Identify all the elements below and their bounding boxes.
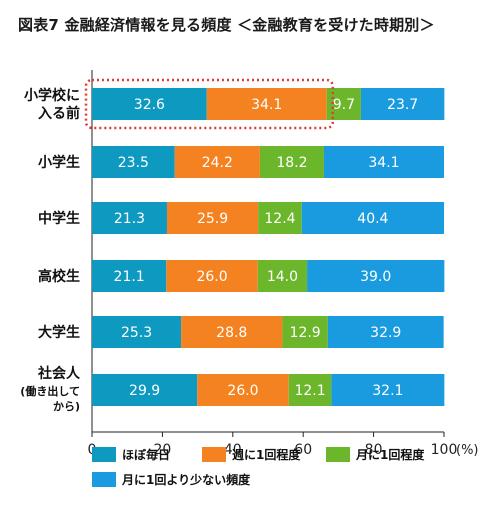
data-label: 29.9: [129, 383, 160, 399]
highlight-box: [84, 78, 335, 130]
bar-segment: [92, 374, 198, 406]
data-label: 28.8: [216, 325, 247, 341]
bar-segment: [307, 260, 445, 292]
data-label: 32.9: [370, 325, 401, 341]
bar-segment: [301, 202, 444, 234]
bar-segment: [92, 146, 175, 178]
data-label: 23.5: [118, 155, 149, 171]
bar-segment: [288, 374, 332, 406]
legend-label: 週に1回程度: [232, 447, 301, 462]
category-label: 小学生: [38, 154, 80, 171]
category-label: 小学校に: [24, 87, 80, 104]
category-sublabel: から): [53, 400, 80, 413]
category-sublabel: (働き出して: [20, 384, 80, 398]
bar-segment: [166, 202, 259, 234]
category-label: 大学生: [38, 324, 80, 341]
bar-segment: [282, 316, 328, 348]
data-label: 26.0: [196, 269, 227, 285]
data-label: 12.9: [290, 325, 321, 341]
legend-swatch: [92, 472, 116, 487]
data-label: 18.2: [276, 155, 307, 171]
data-label: 39.0: [360, 269, 391, 285]
data-label: 25.3: [121, 325, 152, 341]
data-label: 24.2: [202, 155, 233, 171]
bar-segment: [181, 316, 283, 348]
data-label: 32.6: [134, 97, 165, 113]
x-tick-label: 100: [431, 442, 458, 458]
bar-segment: [360, 88, 445, 120]
category-label: 中学生: [38, 210, 80, 227]
data-label: 26.0: [227, 383, 258, 399]
bar-segment: [197, 374, 289, 406]
data-label: 9.7: [333, 97, 355, 113]
x-axis-unit: (%): [456, 443, 479, 458]
legend-swatch: [326, 447, 350, 462]
data-label: 12.1: [294, 383, 325, 399]
data-label: 34.1: [251, 97, 282, 113]
data-label: 21.3: [114, 211, 145, 227]
x-tick-label: 60: [294, 442, 312, 458]
data-label: 34.1: [368, 155, 399, 171]
data-label: 32.1: [372, 383, 403, 399]
data-label: 23.7: [387, 97, 418, 113]
legend-swatch: [202, 447, 226, 462]
data-label: 21.1: [114, 269, 145, 285]
legend-swatch: [92, 447, 116, 462]
bar-segment: [92, 260, 167, 292]
data-label: 40.4: [357, 211, 388, 227]
x-tick-label: 20: [153, 442, 171, 458]
bar-segment: [92, 316, 182, 348]
bar-segment: [166, 260, 258, 292]
bar-segment: [206, 88, 327, 120]
bar-segment: [259, 146, 324, 178]
bar-segment: [331, 374, 445, 406]
x-tick-label: 40: [224, 442, 242, 458]
chart-title: 図表7 金融経済情報を見る頻度 ＜金融教育を受けた時期別＞: [18, 16, 435, 34]
data-label: 14.0: [267, 269, 298, 285]
category-label: 入る前: [38, 105, 80, 122]
legend-label: ほぼ毎日: [122, 447, 170, 462]
bar-segment: [327, 316, 444, 348]
bar-segment: [258, 202, 302, 234]
data-label: 12.4: [264, 211, 295, 227]
data-label: 25.9: [197, 211, 228, 227]
legend-label: 月に1回程度: [355, 447, 425, 462]
bar-segment: [323, 146, 444, 178]
legend-label: 月に1回より少ない頻度: [121, 472, 251, 487]
bar-segment: [257, 260, 308, 292]
category-label: 高校生: [38, 268, 80, 285]
bar-segment: [92, 88, 207, 120]
x-tick-label: 80: [365, 442, 383, 458]
bar-segment: [174, 146, 260, 178]
bar-segment: [92, 202, 167, 234]
category-label: 社会人: [37, 365, 81, 382]
